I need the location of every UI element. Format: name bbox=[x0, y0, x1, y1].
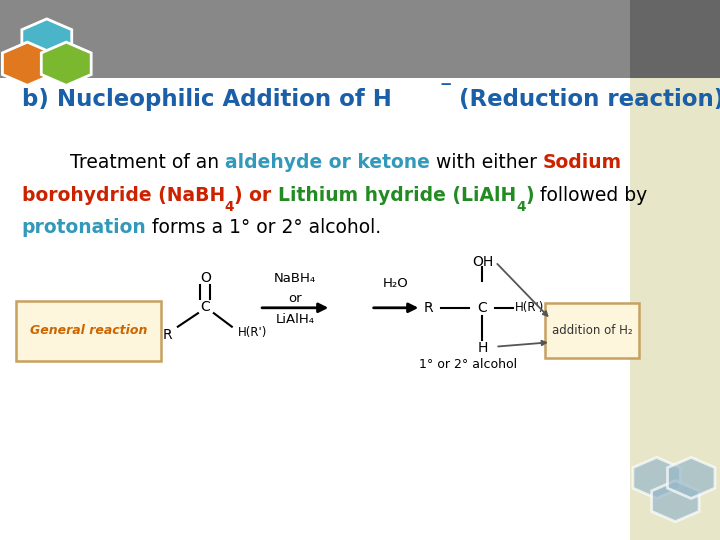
Text: General reaction: General reaction bbox=[30, 324, 147, 338]
Text: O: O bbox=[199, 271, 211, 285]
Text: protonation: protonation bbox=[22, 218, 146, 238]
Polygon shape bbox=[2, 42, 53, 85]
Text: C: C bbox=[477, 301, 487, 315]
Text: H(R'): H(R') bbox=[238, 326, 267, 339]
Polygon shape bbox=[667, 457, 715, 498]
Text: OH: OH bbox=[472, 255, 493, 269]
Text: LiAlH₄: LiAlH₄ bbox=[276, 313, 315, 326]
Text: Lithium hydride (LiAlH: Lithium hydride (LiAlH bbox=[278, 186, 516, 205]
Text: or: or bbox=[289, 292, 302, 305]
Text: 4: 4 bbox=[516, 200, 526, 214]
Text: 1° or 2° alcohol: 1° or 2° alcohol bbox=[419, 358, 517, 371]
FancyBboxPatch shape bbox=[545, 303, 639, 358]
FancyBboxPatch shape bbox=[0, 0, 630, 78]
Text: with either: with either bbox=[430, 152, 543, 172]
Text: ) or: ) or bbox=[234, 186, 278, 205]
Text: b) Nucleophilic Addition of H: b) Nucleophilic Addition of H bbox=[22, 89, 392, 111]
Polygon shape bbox=[652, 481, 699, 522]
Text: Treatment of an: Treatment of an bbox=[22, 152, 225, 172]
FancyBboxPatch shape bbox=[16, 301, 161, 361]
Polygon shape bbox=[41, 42, 91, 85]
Text: 4: 4 bbox=[225, 200, 234, 214]
Text: followed by: followed by bbox=[534, 186, 647, 205]
FancyBboxPatch shape bbox=[630, 0, 720, 540]
Text: addition of H₂: addition of H₂ bbox=[552, 324, 632, 338]
Text: R: R bbox=[423, 301, 433, 315]
Text: H₂O: H₂O bbox=[383, 277, 409, 290]
FancyBboxPatch shape bbox=[630, 0, 720, 78]
Text: (Reduction reaction): (Reduction reaction) bbox=[451, 89, 720, 111]
Text: H: H bbox=[477, 341, 487, 355]
Text: forms a 1° or 2° alcohol.: forms a 1° or 2° alcohol. bbox=[146, 218, 382, 238]
Text: R: R bbox=[162, 328, 172, 342]
Polygon shape bbox=[633, 457, 680, 498]
Text: C: C bbox=[200, 300, 210, 314]
Text: aldehyde or ketone: aldehyde or ketone bbox=[225, 152, 430, 172]
Text: ): ) bbox=[526, 186, 534, 205]
Text: borohydride (NaBH: borohydride (NaBH bbox=[22, 186, 225, 205]
Text: NaBH₄: NaBH₄ bbox=[274, 272, 316, 285]
Text: Sodium: Sodium bbox=[543, 152, 622, 172]
Text: H(R'): H(R') bbox=[515, 301, 544, 314]
Polygon shape bbox=[22, 19, 72, 62]
Text: −: − bbox=[439, 77, 451, 92]
